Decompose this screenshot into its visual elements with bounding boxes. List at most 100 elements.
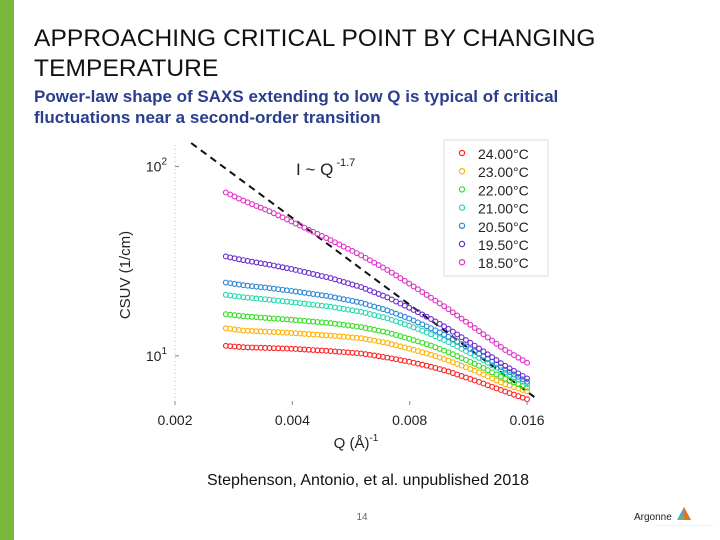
data-point [436,320,443,327]
data-point [519,357,526,364]
data-point [458,315,465,322]
data-point [484,351,491,358]
legend-marker [458,186,466,193]
data-point [519,372,526,379]
data-point [489,354,496,361]
data-point [432,318,439,325]
data-point [524,375,531,382]
data-point [445,325,452,332]
x-tick-label: 0.002 [157,412,192,428]
data-point [432,297,439,304]
data-point [397,275,404,282]
series-4 [222,279,531,385]
data-point [467,321,474,328]
data-point [462,343,469,350]
series-5 [222,253,531,382]
accent-bar [0,0,14,540]
legend-marker [458,222,466,230]
data-point [441,303,448,310]
x-tick-label: 0.016 [510,412,545,428]
power-law-exponent: -1.7 [336,157,355,169]
data-point [511,352,517,359]
data-point [410,283,417,290]
data-point [497,360,504,366]
series-1 [222,325,531,395]
data-point [445,333,452,340]
data-point [524,381,531,387]
legend-label: 19.50°C [478,237,529,253]
data-point [441,323,448,330]
data-point [414,286,421,293]
logo-text: Argonne [634,512,672,523]
page-number: 14 [356,512,368,523]
data-point [454,331,461,338]
data-point [493,357,500,364]
data-point [454,312,461,319]
data-point [449,328,456,335]
data-point [515,370,522,377]
data-point [506,365,513,372]
logo-subtext: ····································· [654,523,715,528]
data-point [502,347,509,353]
data-point [480,331,487,338]
data-point [393,272,400,279]
data-point [480,348,487,355]
data-point [419,289,426,296]
data-point [524,384,531,391]
data-point [358,252,365,259]
citation: Stephenson, Antonio, et al. unpublished … [0,472,720,490]
legend-label: 21.00°C [478,201,529,217]
data-point [384,266,391,273]
data-point [388,269,395,276]
data-point [462,337,469,343]
data-point [484,334,491,341]
data-point [449,309,456,316]
x-axis-label: Q (Å)-1 [334,433,379,452]
data-point [471,348,478,355]
legend-label: 22.00°C [478,182,529,198]
data-point [476,345,482,352]
legend-label: 23.00°C [478,164,529,180]
data-point [458,341,465,348]
data-point [380,264,386,271]
data-point [462,318,469,325]
data-point [471,342,478,349]
saxs-chart: 0.002 0.004 0.008 0.016 101 102 24.00°C 23.00°… [117,139,549,452]
data-point [419,311,426,318]
data-point [366,257,373,264]
x-tick-label: 0.004 [275,412,310,428]
slide-title: APPROACHING CRITICAL POINT BY CHANGING T… [34,25,596,82]
data-point [493,340,500,347]
y-tick-label: 102 [146,157,168,175]
y-tick-label: 101 [146,346,168,364]
data-point [515,354,522,361]
legend-box [443,139,549,277]
data-point [502,362,509,369]
data-point [445,306,452,313]
logo-triangle-icon [677,507,691,520]
data-point [524,388,531,395]
data-point [524,359,531,366]
data-point [428,294,434,301]
data-point [524,378,531,385]
data-point [423,313,430,320]
data-point [506,349,513,356]
series-3 [222,291,531,387]
data-point [406,280,413,287]
legend-label: 24.00°C [478,146,529,162]
legend-marker [458,149,466,157]
argonne-logo: Argonne ································… [632,506,715,530]
x-axis-label-exponent: -1 [369,433,378,444]
data-point [436,300,443,307]
data-point [375,262,382,268]
data-point [406,304,413,311]
data-point [454,338,461,345]
legend-label: 18.50°C [478,255,529,271]
power-law-annotation: I ~ Q -1.7 [296,157,355,179]
legend-marker [458,168,466,175]
series-0 [222,342,531,403]
data-point [511,367,517,374]
data-point [467,345,474,352]
legend-marker [458,240,466,248]
citation-text: Stephenson, Antonio, et al. unpublished … [206,472,530,489]
